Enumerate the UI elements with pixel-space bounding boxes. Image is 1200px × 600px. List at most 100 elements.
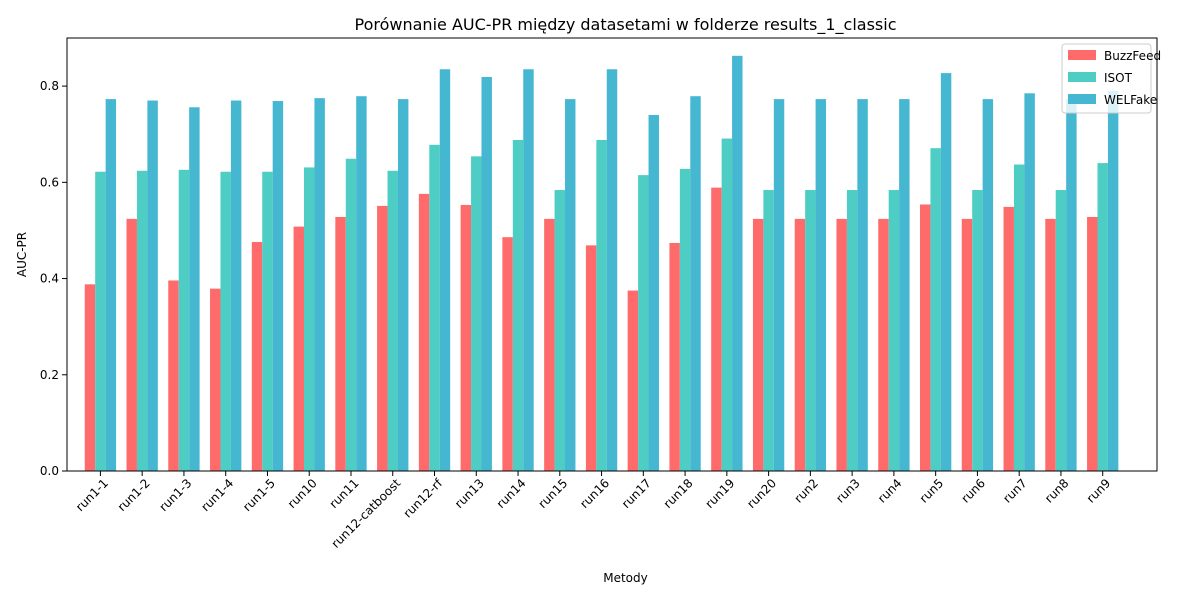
x-tick-label: run3 xyxy=(833,476,863,506)
bar-welfake-run1-2 xyxy=(147,100,158,471)
bar-buzzfeed-run17 xyxy=(627,290,639,471)
x-tick-label: run1-1 xyxy=(73,476,111,514)
bar-buzzfeed-run12-catboost xyxy=(377,205,388,471)
y-tick-label: 0.6 xyxy=(40,175,59,189)
bar-isot-run12-rf xyxy=(429,144,440,471)
bar-isot-run4 xyxy=(888,190,900,471)
bar-isot-run2 xyxy=(805,190,816,471)
bar-isot-run16 xyxy=(596,140,607,471)
legend-swatch-buzzfeed xyxy=(1068,50,1096,60)
bar-isot-run13 xyxy=(471,156,482,471)
bar-welfake-run6 xyxy=(982,99,994,471)
x-tick-label: run5 xyxy=(917,476,947,506)
bar-isot-run1-4 xyxy=(220,171,231,471)
x-tick-label: run20 xyxy=(744,476,779,511)
x-tick-label: run8 xyxy=(1042,476,1072,506)
bar-isot-run18 xyxy=(679,168,691,472)
bar-buzzfeed-run6 xyxy=(961,218,973,471)
y-tick-label: 0.0 xyxy=(40,464,59,478)
y-tick-label: 0.2 xyxy=(40,368,59,382)
bar-buzzfeed-run3 xyxy=(836,218,847,471)
bar-isot-run10 xyxy=(304,167,315,472)
bar-welfake-run12-catboost xyxy=(397,99,409,471)
x-tick-label: run1-2 xyxy=(115,476,153,514)
bar-welfake-run13 xyxy=(481,76,492,471)
x-tick-label: run9 xyxy=(1084,476,1114,506)
bar-isot-run1-3 xyxy=(178,169,190,471)
bar-buzzfeed-run1-3 xyxy=(168,280,179,471)
bar-isot-run5 xyxy=(930,148,941,472)
bar-buzzfeed-run12-rf xyxy=(418,193,430,471)
bar-welfake-run18 xyxy=(690,96,701,472)
x-tick-label: run2 xyxy=(791,476,821,506)
bar-buzzfeed-run14 xyxy=(502,237,513,471)
bar-isot-run9 xyxy=(1097,163,1108,471)
bar-isot-run1-5 xyxy=(262,171,273,471)
x-tick-label: run13 xyxy=(452,476,487,511)
x-tick-label: run1-3 xyxy=(157,476,195,514)
x-tick-label: run14 xyxy=(494,476,529,511)
bar-isot-run17 xyxy=(638,175,649,471)
bar-buzzfeed-run9 xyxy=(1087,216,1098,471)
bar-buzzfeed-run1-4 xyxy=(210,288,221,471)
legend-label-buzzfeed: BuzzFeed xyxy=(1104,49,1161,63)
bar-isot-run11 xyxy=(345,158,357,471)
bar-welfake-run10 xyxy=(314,98,325,471)
x-tick-label: run16 xyxy=(577,476,612,511)
bar-buzzfeed-run2 xyxy=(794,218,806,471)
x-tick-label: run12-rf xyxy=(401,476,446,521)
bar-welfake-run1-1 xyxy=(105,99,117,471)
bar-welfake-run11 xyxy=(356,96,367,472)
x-tick-label: run6 xyxy=(958,476,988,506)
legend: BuzzFeed ISOT WELFake xyxy=(1061,43,1161,114)
bars-layer xyxy=(84,55,1119,472)
bar-isot-run1-2 xyxy=(136,170,148,472)
bar-buzzfeed-run7 xyxy=(1003,206,1014,471)
bar-welfake-run3 xyxy=(857,99,868,471)
bar-isot-run19 xyxy=(721,138,733,472)
bar-isot-run12-catboost xyxy=(387,170,398,472)
bar-buzzfeed-run19 xyxy=(711,187,722,471)
bar-isot-run8 xyxy=(1055,190,1067,471)
bar-buzzfeed-run4 xyxy=(878,218,889,471)
bar-buzzfeed-run5 xyxy=(920,204,931,471)
y-axis: 0.0 0.2 0.4 0.6 0.8 xyxy=(40,79,67,478)
bar-welfake-run12-rf xyxy=(439,69,451,472)
bar-isot-run15 xyxy=(554,190,566,471)
bar-buzzfeed-run10 xyxy=(293,226,304,471)
bar-isot-run20 xyxy=(763,190,774,471)
x-tick-label: run1-5 xyxy=(240,476,278,514)
bar-welfake-run14 xyxy=(523,69,534,472)
bar-buzzfeed-run16 xyxy=(585,245,597,471)
x-tick-label: run18 xyxy=(661,476,696,511)
bar-buzzfeed-run11 xyxy=(335,216,346,471)
y-tick-label: 0.4 xyxy=(40,272,59,286)
bar-welfake-run20 xyxy=(773,99,785,471)
bar-welfake-run4 xyxy=(899,99,910,471)
x-tick-label: run11 xyxy=(327,476,362,511)
bar-isot-run1-1 xyxy=(95,171,106,471)
bar-welfake-run16 xyxy=(606,69,618,472)
x-tick-label: run4 xyxy=(875,476,905,506)
x-axis-label: Metody xyxy=(603,571,648,585)
bar-buzzfeed-run20 xyxy=(752,218,764,471)
bar-welfake-run15 xyxy=(565,99,576,471)
bar-isot-run3 xyxy=(846,190,858,471)
plot-area-frame xyxy=(66,37,1158,472)
bar-welfake-run5 xyxy=(940,73,952,472)
x-tick-label: run7 xyxy=(1000,476,1030,506)
bar-welfake-run17 xyxy=(648,114,659,471)
x-tick-label: run19 xyxy=(703,476,738,511)
y-axis-label: AUC-PR xyxy=(15,232,29,277)
x-tick-label: run15 xyxy=(535,476,570,511)
bar-welfake-run2 xyxy=(815,99,827,471)
y-tick-label: 0.8 xyxy=(40,79,59,93)
bar-welfake-run1-5 xyxy=(272,101,284,471)
legend-swatch-isot xyxy=(1068,72,1096,82)
bar-buzzfeed-run15 xyxy=(544,218,555,471)
x-tick-label: run10 xyxy=(285,476,320,511)
bar-buzzfeed-run1-2 xyxy=(126,218,137,471)
bar-buzzfeed-run18 xyxy=(669,242,680,471)
bar-buzzfeed-run8 xyxy=(1045,218,1056,471)
